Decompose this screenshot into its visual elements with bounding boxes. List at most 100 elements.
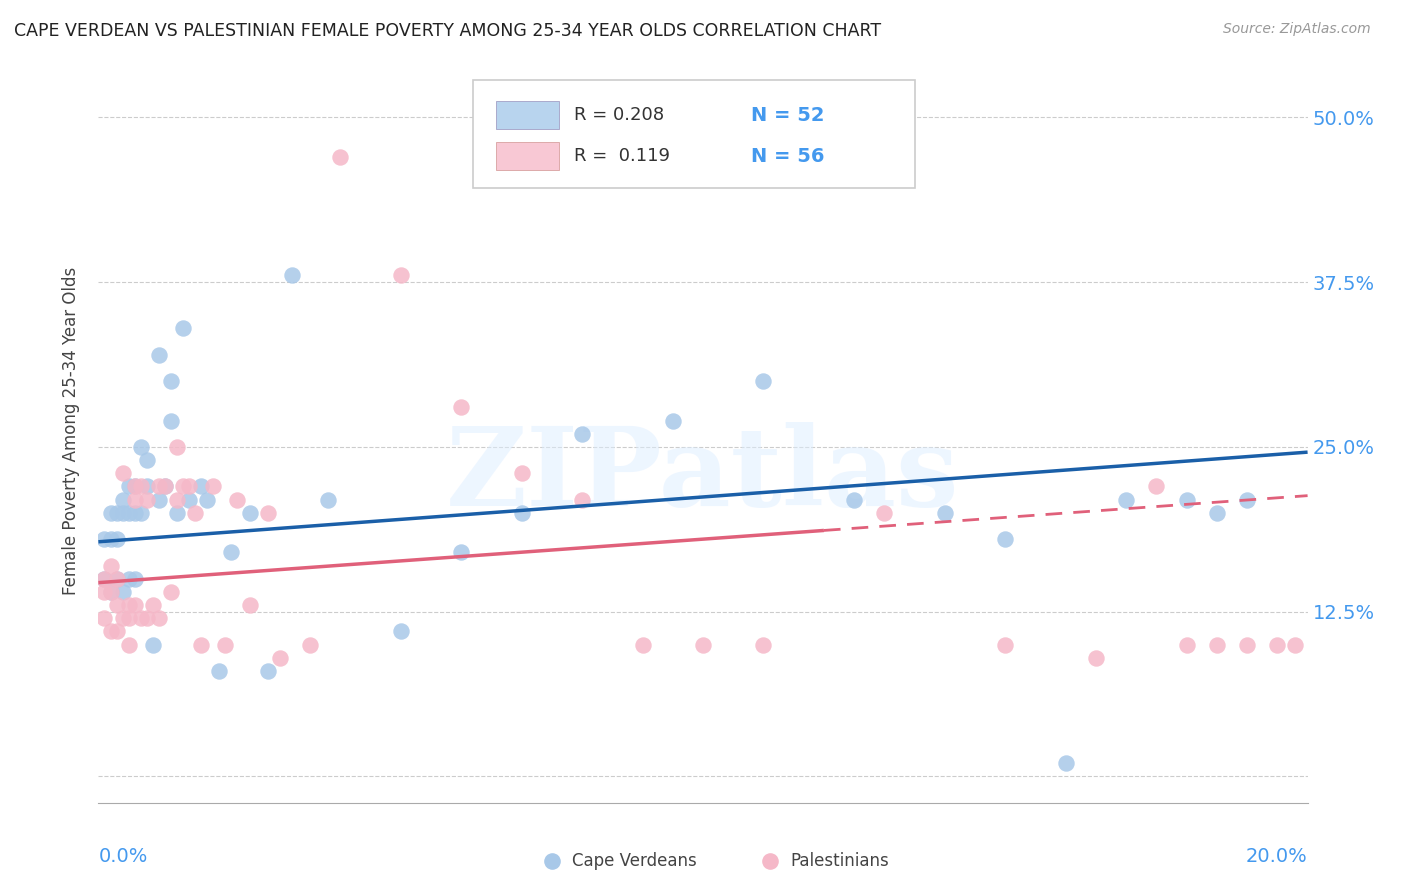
Point	[124, 492, 146, 507]
Point	[124, 572, 146, 586]
Point	[100, 585, 122, 599]
Point	[142, 638, 165, 652]
Point	[450, 401, 472, 415]
Point	[124, 479, 146, 493]
Point	[135, 611, 157, 625]
Point	[195, 492, 218, 507]
Point	[129, 611, 152, 625]
Point	[153, 479, 176, 493]
Point	[184, 506, 207, 520]
Point	[135, 479, 157, 493]
Text: Cape Verdeans: Cape Verdeans	[572, 852, 697, 870]
Point	[226, 492, 249, 507]
Point	[100, 585, 122, 599]
Point	[118, 638, 141, 652]
Point	[316, 492, 339, 507]
Point	[389, 624, 412, 639]
Point	[105, 572, 128, 586]
Text: N = 52: N = 52	[751, 106, 825, 125]
Point	[118, 611, 141, 625]
Point	[510, 467, 533, 481]
Text: ZIPatlas: ZIPatlas	[446, 422, 960, 529]
Point	[179, 479, 201, 493]
Point	[256, 664, 278, 678]
Point	[124, 598, 146, 612]
Point	[105, 506, 128, 520]
Point	[510, 506, 533, 520]
Point	[389, 268, 412, 283]
Point	[1115, 492, 1137, 507]
Point	[239, 506, 262, 520]
Point	[160, 585, 183, 599]
Point	[692, 638, 714, 652]
Point	[1267, 638, 1289, 652]
Point	[135, 453, 157, 467]
Point	[450, 545, 472, 559]
Text: R =  0.119: R = 0.119	[574, 147, 669, 165]
Point	[100, 624, 122, 639]
Point	[153, 479, 176, 493]
Point	[93, 572, 115, 586]
Point	[118, 572, 141, 586]
Point	[1144, 479, 1167, 493]
Y-axis label: Female Poverty Among 25-34 Year Olds: Female Poverty Among 25-34 Year Olds	[62, 267, 80, 594]
Point	[179, 492, 201, 507]
Point	[148, 348, 170, 362]
Text: N = 56: N = 56	[751, 147, 825, 166]
Point	[172, 321, 194, 335]
Point	[124, 479, 146, 493]
Point	[214, 638, 236, 652]
Point	[172, 479, 194, 493]
Point	[118, 506, 141, 520]
Point	[93, 585, 115, 599]
Point	[1206, 638, 1229, 652]
Point	[118, 479, 141, 493]
Text: Source: ZipAtlas.com: Source: ZipAtlas.com	[1223, 22, 1371, 37]
Text: R = 0.208: R = 0.208	[574, 106, 664, 124]
Point	[1054, 756, 1077, 771]
Point	[934, 506, 956, 520]
Point	[100, 506, 122, 520]
Point	[631, 638, 654, 652]
Point	[105, 624, 128, 639]
Point	[111, 506, 134, 520]
Point	[111, 492, 134, 507]
Point	[1175, 638, 1198, 652]
Point	[239, 598, 262, 612]
Point	[994, 638, 1017, 652]
Point	[111, 611, 134, 625]
Bar	[496, 142, 560, 170]
Point	[994, 532, 1017, 546]
Point	[1085, 650, 1108, 665]
Point	[661, 413, 683, 427]
Point	[1206, 506, 1229, 520]
Point	[1236, 492, 1258, 507]
Point	[148, 492, 170, 507]
Point	[135, 492, 157, 507]
Point	[93, 572, 115, 586]
Point	[160, 374, 183, 388]
Point	[190, 638, 212, 652]
Point	[1175, 492, 1198, 507]
Point	[166, 440, 188, 454]
Point	[105, 532, 128, 546]
Point	[571, 426, 593, 441]
Point	[124, 506, 146, 520]
Text: 0.0%: 0.0%	[98, 847, 148, 866]
Point	[93, 611, 115, 625]
Point	[111, 585, 134, 599]
Point	[100, 532, 122, 546]
Point	[208, 664, 231, 678]
Point	[148, 479, 170, 493]
Point	[202, 479, 225, 493]
Point	[148, 611, 170, 625]
Point	[111, 467, 134, 481]
Point	[571, 492, 593, 507]
Point	[752, 638, 775, 652]
Point	[100, 558, 122, 573]
Point	[166, 492, 188, 507]
Bar	[496, 101, 560, 129]
Point	[752, 374, 775, 388]
Point	[93, 532, 115, 546]
Point	[269, 650, 291, 665]
